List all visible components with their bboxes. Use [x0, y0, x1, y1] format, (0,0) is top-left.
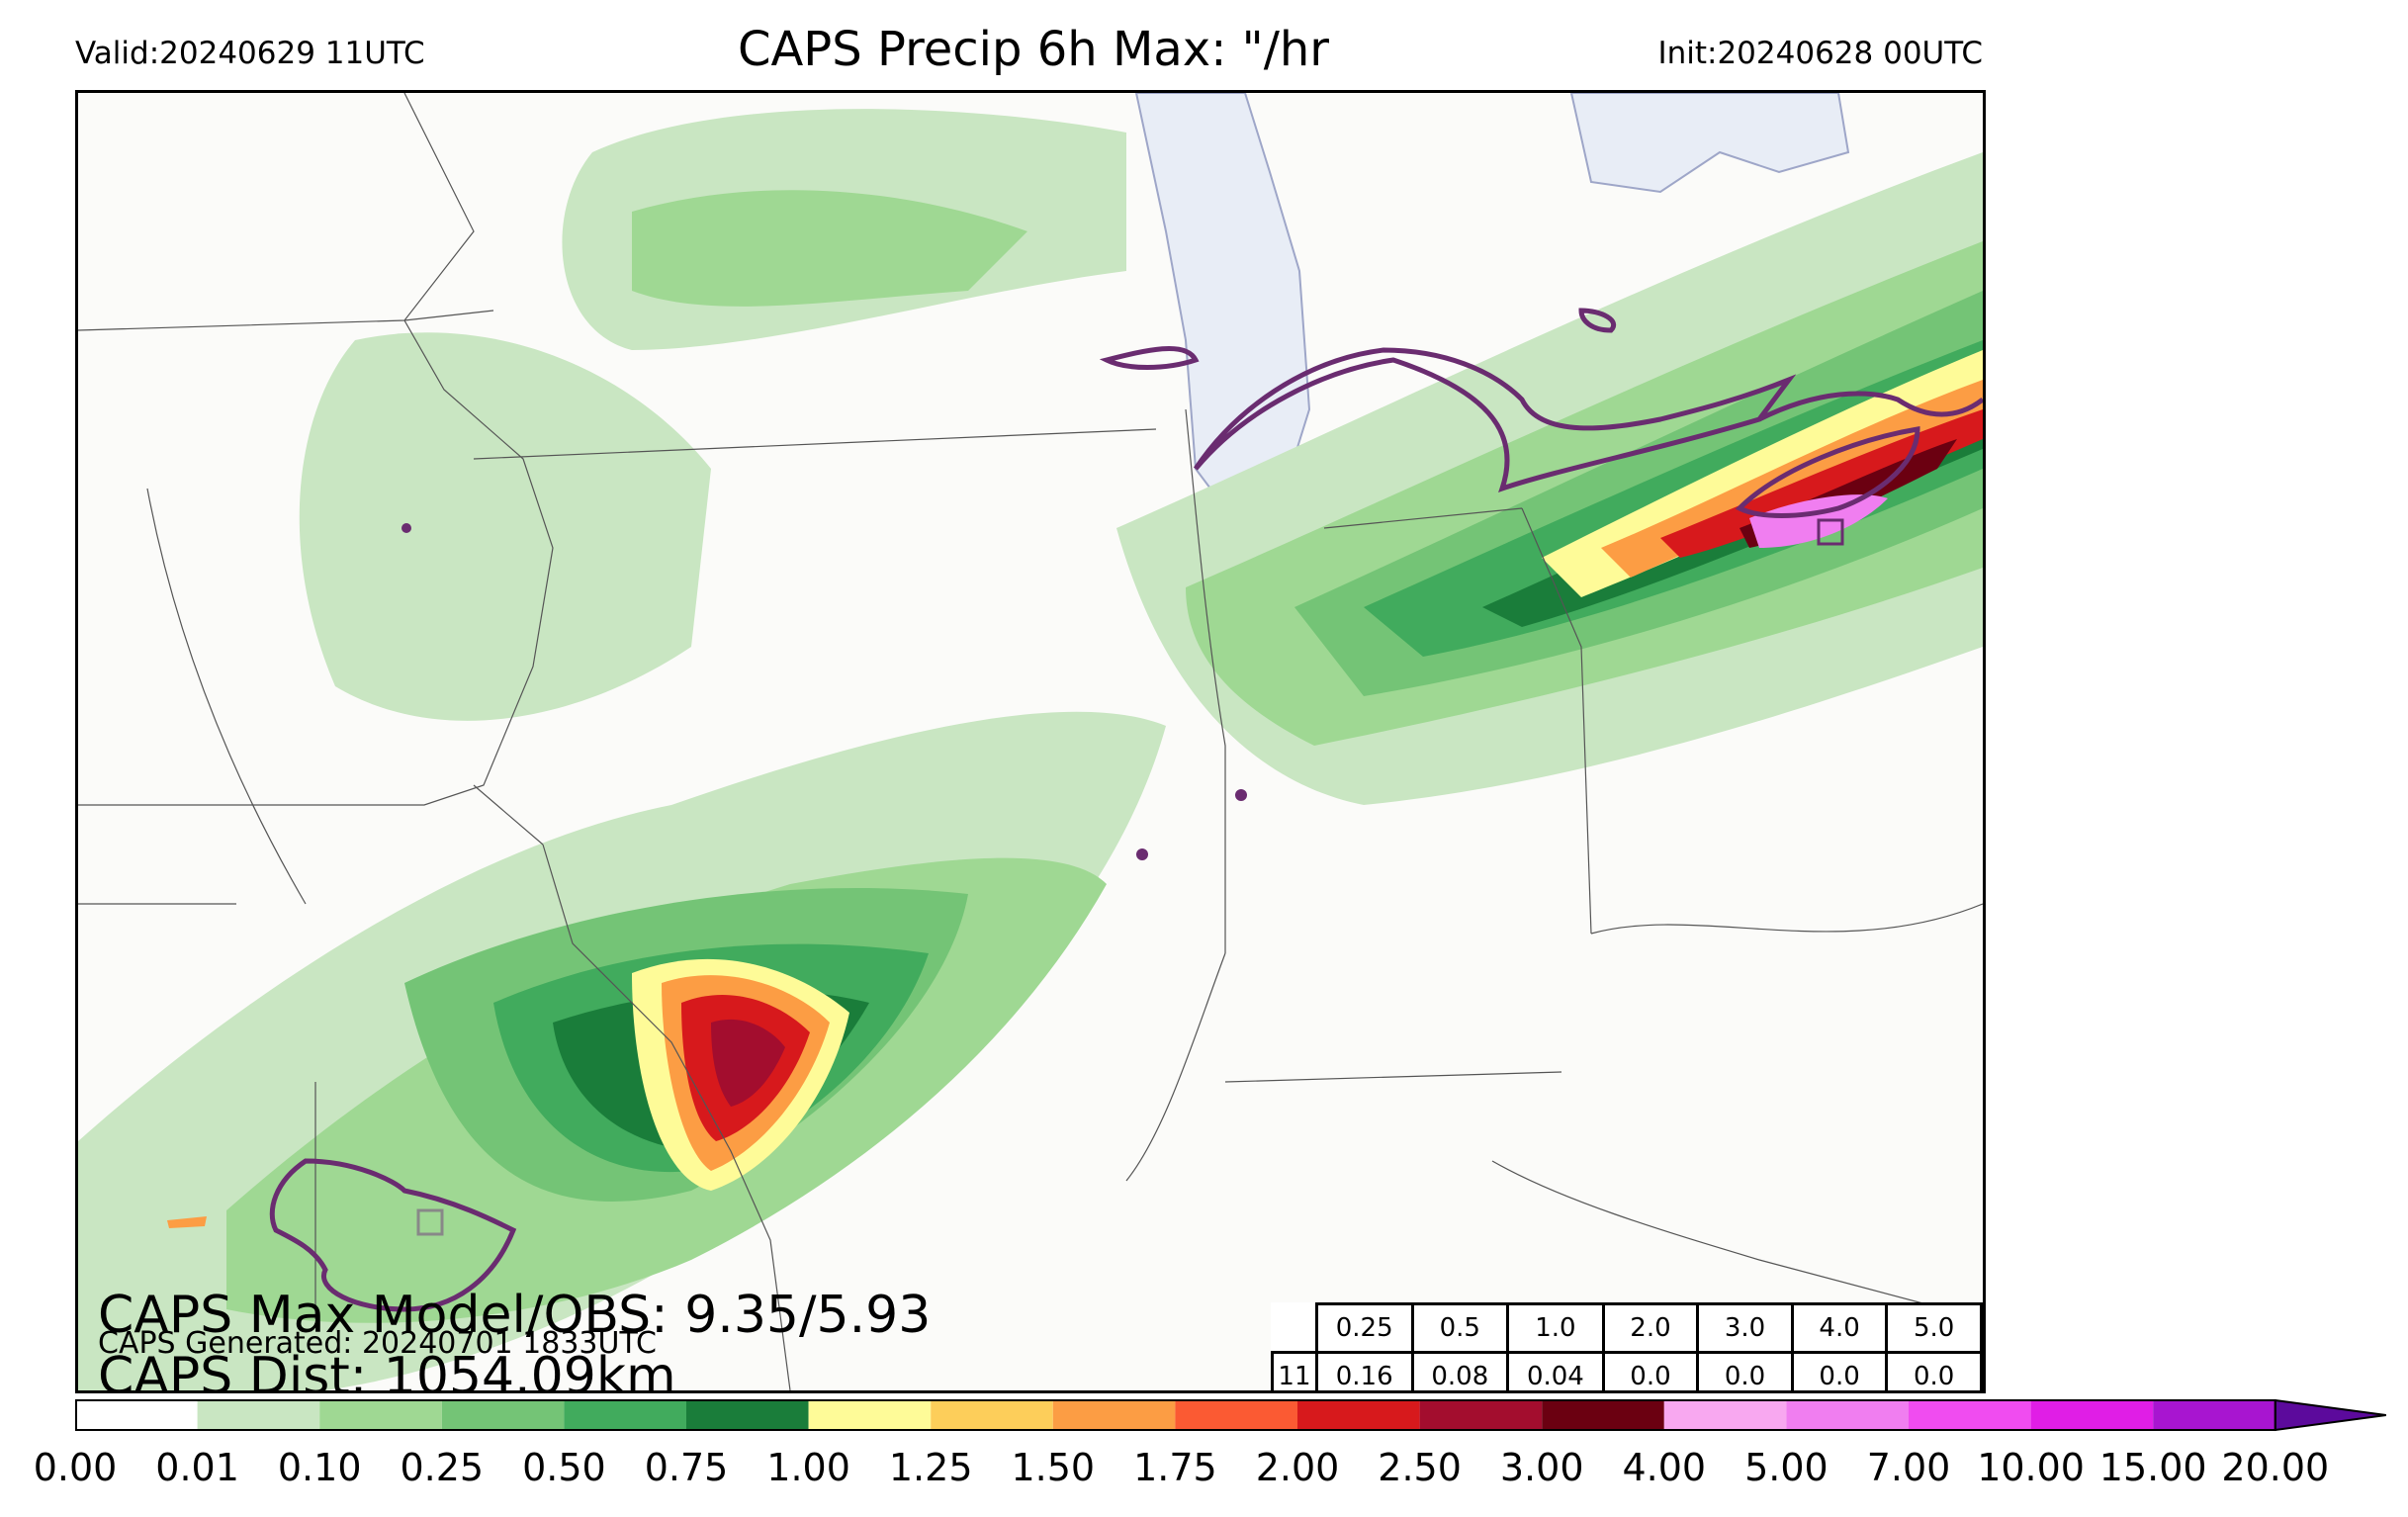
colorbar-swatch [1909, 1400, 2031, 1430]
colorbar-swatch [2153, 1400, 2275, 1430]
colorbar-tick-label: 1.50 [1011, 1446, 1096, 1489]
colorbar-swatch [686, 1400, 809, 1430]
colorbar-tick-label: 3.00 [1499, 1446, 1584, 1489]
outline-contours [269, 308, 1983, 1312]
threshold-cell: 3.0 [1696, 1302, 1794, 1354]
colorbar-swatch [808, 1400, 932, 1430]
colorbar-swatch [319, 1400, 442, 1430]
value-cell: 0.0 [1696, 1351, 1794, 1390]
threshold-cell: 4.0 [1790, 1302, 1889, 1354]
map-title: CAPS Precip 6h Max: "/hr [737, 22, 1330, 77]
colorbar-tick-label: 20.00 [2221, 1446, 2330, 1489]
colorbar-swatch [441, 1400, 565, 1430]
colorbar-swatch [1175, 1400, 1297, 1430]
station-marker [1136, 848, 1148, 860]
threshold-value-row: 11 0.16 0.08 0.04 0.0 0.0 0.0 0.0 [1271, 1351, 1983, 1390]
threshold-cell: 0.25 [1314, 1302, 1414, 1354]
max-obs-marker [416, 1208, 444, 1236]
distance-label: CAPS Dist: 1054.09km [98, 1347, 676, 1393]
colorbar-swatch [1419, 1400, 1543, 1430]
colorbar-tick-label: 4.00 [1622, 1446, 1707, 1489]
colorbar-tick-label: 2.50 [1378, 1446, 1462, 1489]
station-marker [401, 523, 411, 533]
colorbar-swatch [1297, 1400, 1420, 1430]
value-cell: 0.04 [1506, 1351, 1605, 1390]
lake-huron [1569, 93, 1850, 194]
value-cell: 0.0 [1790, 1351, 1889, 1390]
threshold-cell: 5.0 [1885, 1302, 1983, 1354]
colorbar-extend-arrow [2274, 1398, 2386, 1432]
max-obs-marker [1817, 518, 1844, 546]
map-canvas [78, 93, 1983, 1390]
threshold-header-row: 0.25 0.5 1.0 2.0 3.0 4.0 5.0 [1273, 1302, 1983, 1354]
colorbar-swatch [1663, 1400, 1787, 1430]
colorbar-swatch [197, 1400, 320, 1430]
colorbar-tick-label: 10.00 [1977, 1446, 2085, 1489]
colorbar-swatch [75, 1400, 198, 1430]
colorbar-tick-label: 2.00 [1255, 1446, 1340, 1489]
colorbar-tick-label: 0.25 [400, 1446, 485, 1489]
colorbar-frame [75, 1399, 2276, 1431]
precip-map[interactable]: CAPS Max Model/OBS: 9.35/5.93 CAPS Gener… [75, 90, 1986, 1393]
colorbar-tick-label: 0.10 [277, 1446, 362, 1489]
colorbar-tick-label: 7.00 [1866, 1446, 1951, 1489]
colorbar-tick-label: 0.01 [155, 1446, 239, 1489]
value-cell: 0.08 [1410, 1351, 1510, 1390]
threshold-cell: 2.0 [1601, 1302, 1700, 1354]
station-marker [1235, 789, 1247, 801]
value-cell: 0.0 [1885, 1351, 1983, 1390]
row-label: 11 [1271, 1351, 1318, 1390]
generated-label: CAPS Generated: 20240701 1833UTC [98, 1326, 657, 1361]
colorbar-swatch [2030, 1400, 2154, 1430]
colorbar-tick-label: 0.00 [33, 1446, 118, 1489]
colorbar-tick-label: 0.75 [644, 1446, 729, 1489]
threshold-table: 0.25 0.5 1.0 2.0 3.0 4.0 5.0 11 0.16 0.0… [1271, 1302, 1983, 1390]
colorbar-swatch [1786, 1400, 1909, 1430]
colorbar-tick-label: 5.00 [1744, 1446, 1828, 1489]
threshold-cell: 1.0 [1506, 1302, 1605, 1354]
value-cell: 0.16 [1314, 1351, 1414, 1390]
colorbar-swatch [931, 1400, 1053, 1430]
max-model-obs-label: CAPS Max Model/OBS: 9.35/5.93 [98, 1286, 932, 1345]
valid-time: Valid:20240629 11UTC [75, 36, 425, 71]
precip-cores [167, 350, 1983, 1228]
colorbar-swatch [1542, 1400, 1664, 1430]
state-lines [78, 93, 1983, 1390]
init-time: Init:20240628 00UTC [1657, 36, 1983, 71]
colorbar-tick-label: 1.00 [766, 1446, 850, 1489]
colorbar-tick-label: 0.50 [522, 1446, 606, 1489]
colorbar-swatch [564, 1400, 686, 1430]
colorbar-tick-label: 1.25 [888, 1446, 973, 1489]
colorbar-tick-label: 1.75 [1133, 1446, 1217, 1489]
value-cell: 0.0 [1601, 1351, 1700, 1390]
colorbar [75, 1398, 2386, 1432]
colorbar-tick-label: 15.00 [2098, 1446, 2207, 1489]
colorbar-swatch [1052, 1400, 1176, 1430]
lake-michigan [1134, 93, 1311, 510]
threshold-cell: 0.5 [1410, 1302, 1510, 1354]
